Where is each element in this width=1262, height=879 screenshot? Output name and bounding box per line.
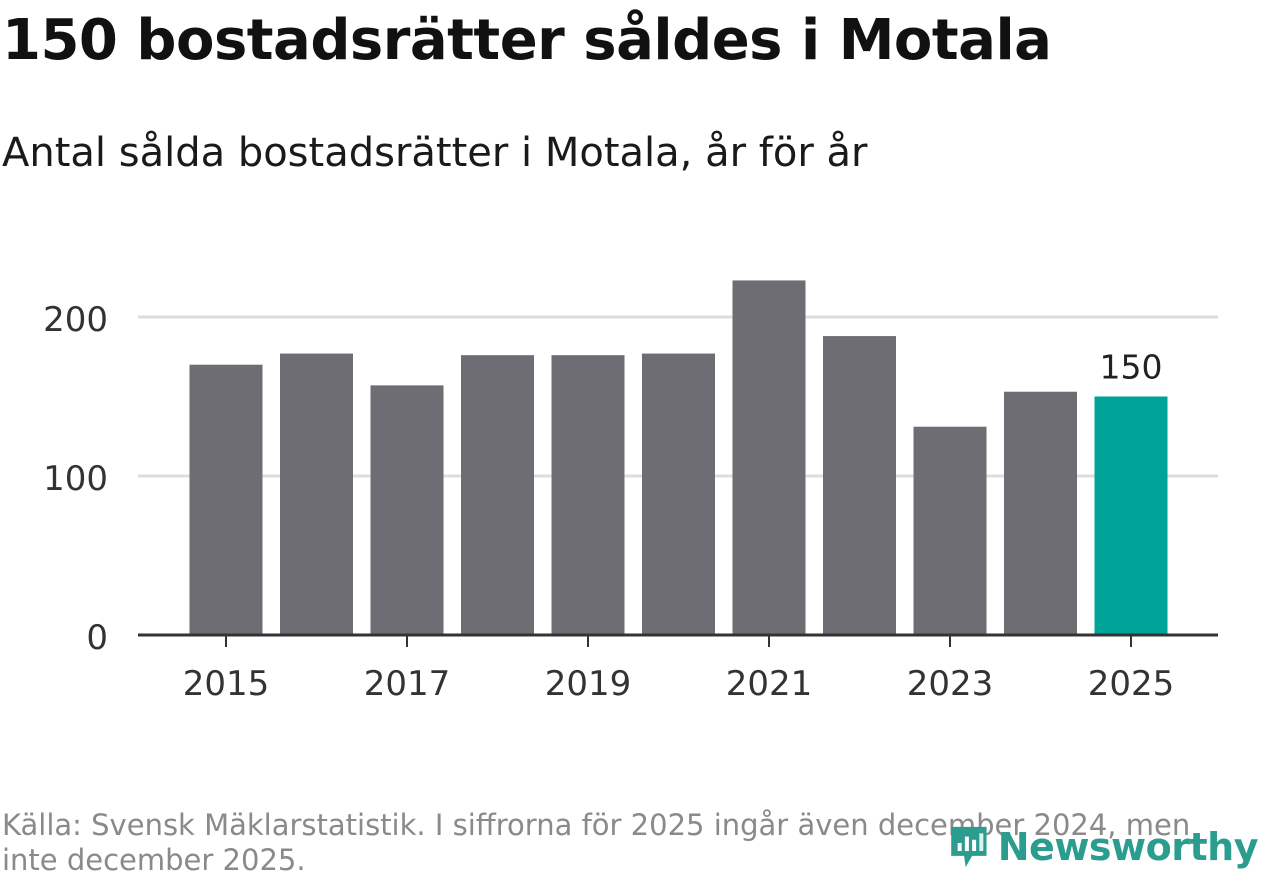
bar-2025 — [1094, 396, 1168, 635]
x-axis: 2015 2017 2019 2021 2023 2025 — [138, 633, 1218, 704]
bar-2019 — [551, 355, 625, 635]
bar-2017 — [370, 385, 444, 635]
bar-2023 — [913, 426, 987, 635]
bar-2021 — [732, 280, 806, 635]
data-label: 150 — [1100, 348, 1163, 387]
bar-2016 — [280, 353, 353, 635]
chart-title: 150 bostadsrätter såldes i Motala — [2, 8, 1052, 73]
y-tick-label: 100 — [43, 459, 108, 499]
chart-subtitle: Antal sålda bostadsrätter i Motala, år f… — [2, 130, 868, 176]
bar-2018 — [461, 355, 534, 635]
y-tick-label: 200 — [43, 300, 108, 340]
x-tick-label: 2023 — [907, 664, 994, 704]
brand-name: Newsworthy — [997, 825, 1259, 869]
y-tick-label: 0 — [86, 618, 108, 658]
brand-logo: Newsworthy — [948, 818, 1259, 876]
source-note: Källa: Svensk Mäklarstatistik. I siffror… — [2, 808, 1191, 877]
y-axis-ticks: 0 100 200 — [43, 300, 108, 658]
x-tick-label: 2015 — [183, 664, 270, 704]
bar-2022 — [823, 336, 896, 635]
x-tick-label: 2025 — [1088, 664, 1175, 704]
bar-2020 — [642, 353, 715, 635]
bar-2015 — [189, 364, 263, 635]
x-tick-label: 2017 — [364, 664, 451, 704]
newsworthy-logo-icon — [951, 826, 987, 868]
data-labels: 150 — [1100, 348, 1163, 387]
bars — [189, 280, 1168, 635]
bar-2024 — [1004, 391, 1077, 635]
x-tick-label: 2021 — [726, 664, 813, 704]
x-tick-label: 2019 — [545, 664, 632, 704]
